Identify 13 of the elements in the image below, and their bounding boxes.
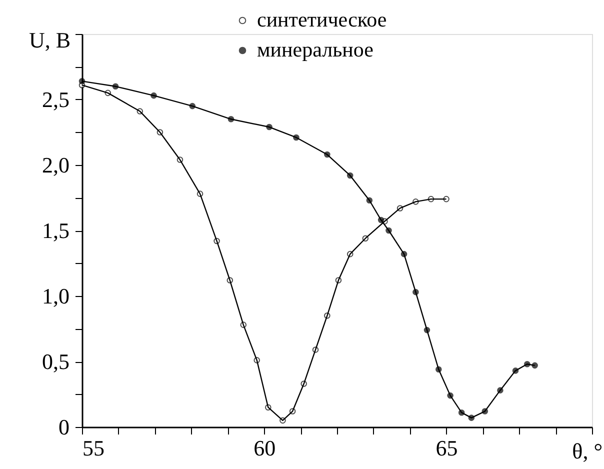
y-axis-title: U, В xyxy=(28,28,70,52)
legend-label: синтетическое xyxy=(257,8,387,32)
x-tick-label: 55 xyxy=(82,436,104,460)
y-tick-label: 2,0 xyxy=(42,152,70,178)
y-tick-label: 0,5 xyxy=(42,349,70,374)
y-tick-label: 2,5 xyxy=(42,87,70,112)
y-tick-label: 0 xyxy=(58,414,70,440)
y-tick-label: 1,0 xyxy=(42,284,70,308)
x-tick-label: 60 xyxy=(254,436,276,460)
x-tick-label: 65 xyxy=(436,436,458,460)
legend-label: минеральное xyxy=(257,38,374,62)
y-tick-label: 1,5 xyxy=(42,218,70,243)
x-axis-title: θ, ° xyxy=(572,438,602,464)
